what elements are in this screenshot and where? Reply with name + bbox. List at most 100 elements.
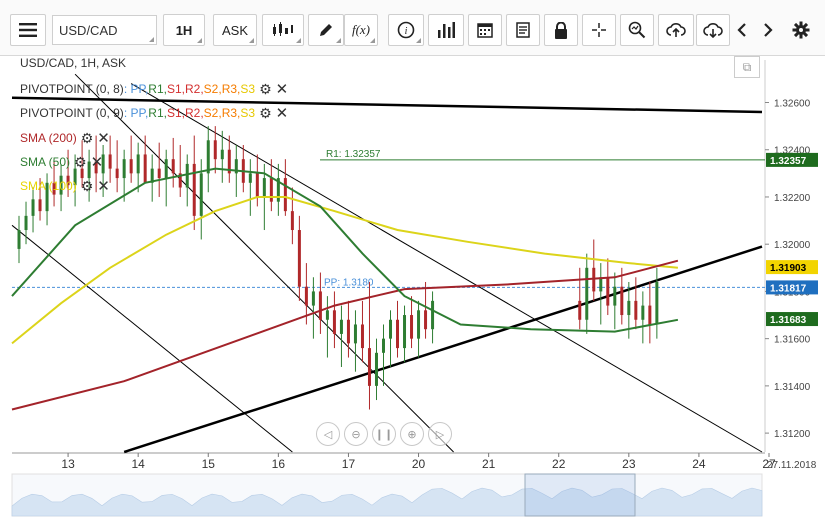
hamburger-menu-icon xyxy=(19,23,37,37)
legend-indicator-name: PIVOTPOINT (0, 8) xyxy=(20,82,124,96)
candle-body xyxy=(417,310,421,339)
x-tick-label: 27 xyxy=(762,457,776,471)
crosshair-icon xyxy=(592,23,606,37)
candle-body xyxy=(213,140,217,160)
svg-text:i: i xyxy=(405,26,408,37)
candle-body xyxy=(276,178,280,202)
candle-body xyxy=(648,305,652,325)
download-button[interactable] xyxy=(696,14,730,46)
candle-body xyxy=(220,149,224,160)
legend-indicator-name: SMA (200) xyxy=(20,131,77,145)
calendar-button[interactable] xyxy=(468,14,502,46)
legend-pivot-level: R1, xyxy=(148,82,167,96)
zoom-out-icon[interactable]: ⊖ xyxy=(344,422,368,446)
legend-row: PIVOTPOINT (0, 9): PP, R1, S1, R2, S2, R… xyxy=(20,104,289,123)
price-tag-label: 1.31817 xyxy=(770,283,807,294)
legend-remove-close-icon[interactable]: ✕ xyxy=(275,105,289,122)
chart-navigation: ◁ ⊖ ❙❙ ⊕ ▷ xyxy=(316,422,452,446)
candle-body xyxy=(122,159,126,179)
prev-button[interactable] xyxy=(730,14,754,46)
upload-button[interactable] xyxy=(658,14,694,46)
candle-body xyxy=(332,310,336,334)
candle-body xyxy=(255,173,259,197)
candle-body xyxy=(45,182,49,212)
upload-icon xyxy=(666,23,686,37)
popout-button[interactable]: ⧉ xyxy=(734,56,760,78)
candle-body xyxy=(396,319,400,349)
legend-pivot-level: S3 xyxy=(240,82,256,96)
info-button[interactable]: i xyxy=(388,14,424,46)
chart-toolbar: USD/CAD 1H ASK f(x) i xyxy=(0,0,825,56)
chart-style-button[interactable] xyxy=(262,14,304,46)
candle-body xyxy=(290,211,294,231)
draw-button[interactable] xyxy=(308,14,344,46)
x-tick-label: 20 xyxy=(412,457,426,471)
candle-body xyxy=(585,267,589,320)
candle-body xyxy=(150,168,154,183)
calendar-icon xyxy=(477,23,493,38)
candle-body xyxy=(431,300,435,330)
candle-body xyxy=(24,215,28,231)
legend-pivot-level: R2, xyxy=(184,106,204,120)
forward-icon[interactable]: ▷ xyxy=(428,422,452,446)
price-chart[interactable]: 1.312001.314001.316001.318001.320001.322… xyxy=(0,56,825,519)
candle-body xyxy=(655,281,659,325)
settings-gear-icon xyxy=(792,21,810,39)
price-side-select[interactable]: ASK xyxy=(213,14,257,46)
menu-button[interactable] xyxy=(10,14,46,46)
candle-body xyxy=(360,324,364,349)
chart-style-icon xyxy=(273,22,293,36)
legend-row: SMA (100) ⚙ ✕ xyxy=(20,177,110,196)
x-tick-label: 22 xyxy=(552,457,566,471)
price-tag xyxy=(766,152,818,167)
news-button[interactable] xyxy=(506,14,540,46)
legend-remove-close-icon[interactable]: ✕ xyxy=(97,130,110,147)
timeframe-select[interactable]: 1H xyxy=(163,14,205,46)
candle-body xyxy=(206,140,210,174)
price-side-value: ASK xyxy=(221,22,248,38)
trend-line xyxy=(123,245,763,454)
next-button[interactable] xyxy=(756,14,780,46)
lock-button[interactable] xyxy=(544,14,578,46)
price-tag-label: 1.32357 xyxy=(770,156,807,167)
legend-remove-close-icon[interactable]: ✕ xyxy=(97,178,110,195)
trend-line xyxy=(74,73,454,453)
legend-settings-gear-icon[interactable]: ⚙ xyxy=(259,104,272,121)
candle-body xyxy=(248,173,252,183)
fit-icon[interactable]: ❙❙ xyxy=(372,422,396,446)
candle-body xyxy=(101,154,105,174)
legend-pivot-level: R2, xyxy=(184,82,204,96)
indicators-bar-icon xyxy=(438,22,455,38)
candle-body xyxy=(87,161,91,179)
candle-body xyxy=(262,178,266,197)
legend-settings-gear-icon[interactable]: ⚙ xyxy=(80,177,94,194)
candle-body xyxy=(80,168,84,179)
legend-settings-gear-icon[interactable]: ⚙ xyxy=(74,153,87,170)
legend-remove-close-icon[interactable]: ✕ xyxy=(275,81,289,98)
legend-remove-close-icon[interactable]: ✕ xyxy=(90,154,104,171)
zoom-icon xyxy=(628,21,646,39)
legend-pivot-level: S2, xyxy=(203,106,222,120)
rewind-icon[interactable]: ◁ xyxy=(316,422,340,446)
chart-area[interactable]: 1.312001.314001.316001.318001.320001.322… xyxy=(0,56,825,519)
zoom-button[interactable] xyxy=(620,14,654,46)
candle-body xyxy=(353,324,357,344)
formula-button[interactable]: f(x) xyxy=(344,14,378,46)
candle-body xyxy=(325,310,329,320)
legend-pivot-level: S1, xyxy=(166,106,185,120)
legend-settings-gear-icon[interactable]: ⚙ xyxy=(259,80,272,97)
legend-settings-gear-icon[interactable]: ⚙ xyxy=(80,129,94,146)
indicators-button[interactable] xyxy=(428,14,464,46)
zoom-in-icon[interactable]: ⊕ xyxy=(400,422,424,446)
date-label: 27.11.2018 xyxy=(767,460,817,471)
candle-body xyxy=(129,159,133,174)
crosshair-button[interactable] xyxy=(582,14,616,46)
candle-body xyxy=(115,168,119,179)
legend-pivot-level: S1, xyxy=(166,82,185,96)
candle-body xyxy=(578,300,582,320)
settings-button[interactable] xyxy=(788,14,814,46)
chevron-left-icon xyxy=(737,23,746,37)
news-icon xyxy=(516,22,530,38)
legend-pivot-level: R3, xyxy=(221,106,241,120)
symbol-select[interactable]: USD/CAD xyxy=(52,15,157,45)
